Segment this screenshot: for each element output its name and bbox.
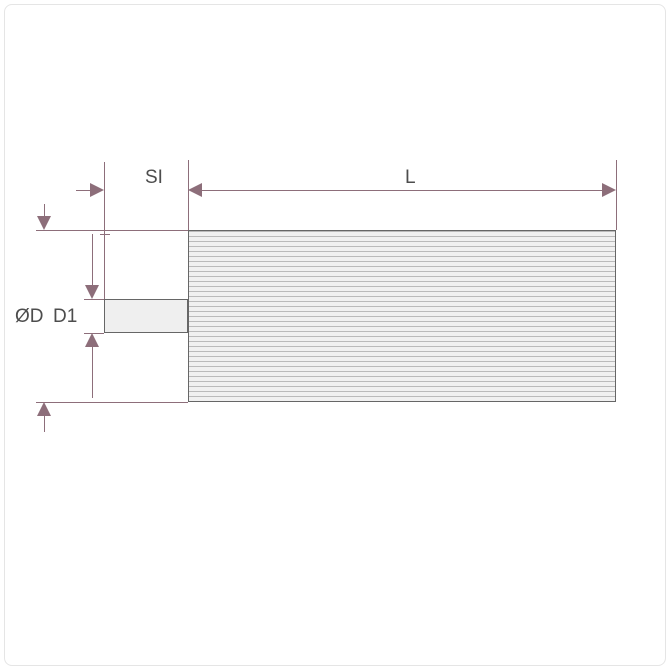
arrow-d-bottom — [37, 402, 51, 416]
label-d: ØD — [15, 307, 44, 326]
ext-line-body-bottom — [36, 402, 188, 403]
diagram-canvas: SI L ØD D1 — [0, 0, 670, 670]
label-l: L — [405, 168, 416, 187]
arrow-d1-bottom — [85, 333, 99, 347]
d1-tick — [100, 234, 110, 235]
body-rect — [188, 230, 616, 402]
dim-line-d1-top — [92, 234, 93, 289]
arrow-l-right — [602, 183, 616, 197]
arrow-si-left — [90, 183, 104, 197]
arrow-d1-top — [85, 285, 99, 299]
ext-line-body-top — [36, 230, 188, 231]
shaft-rect — [104, 299, 188, 333]
label-si: SI — [145, 168, 163, 187]
ext-line-shaft-top — [84, 299, 104, 300]
arrow-l-left — [188, 183, 202, 197]
dim-line-l — [202, 190, 602, 191]
arrow-d-top — [37, 216, 51, 230]
label-d1: D1 — [53, 307, 77, 326]
ext-line-body-right — [616, 160, 617, 230]
dim-line-si-gap — [104, 190, 188, 191]
dim-line-d1-bottom — [92, 343, 93, 398]
